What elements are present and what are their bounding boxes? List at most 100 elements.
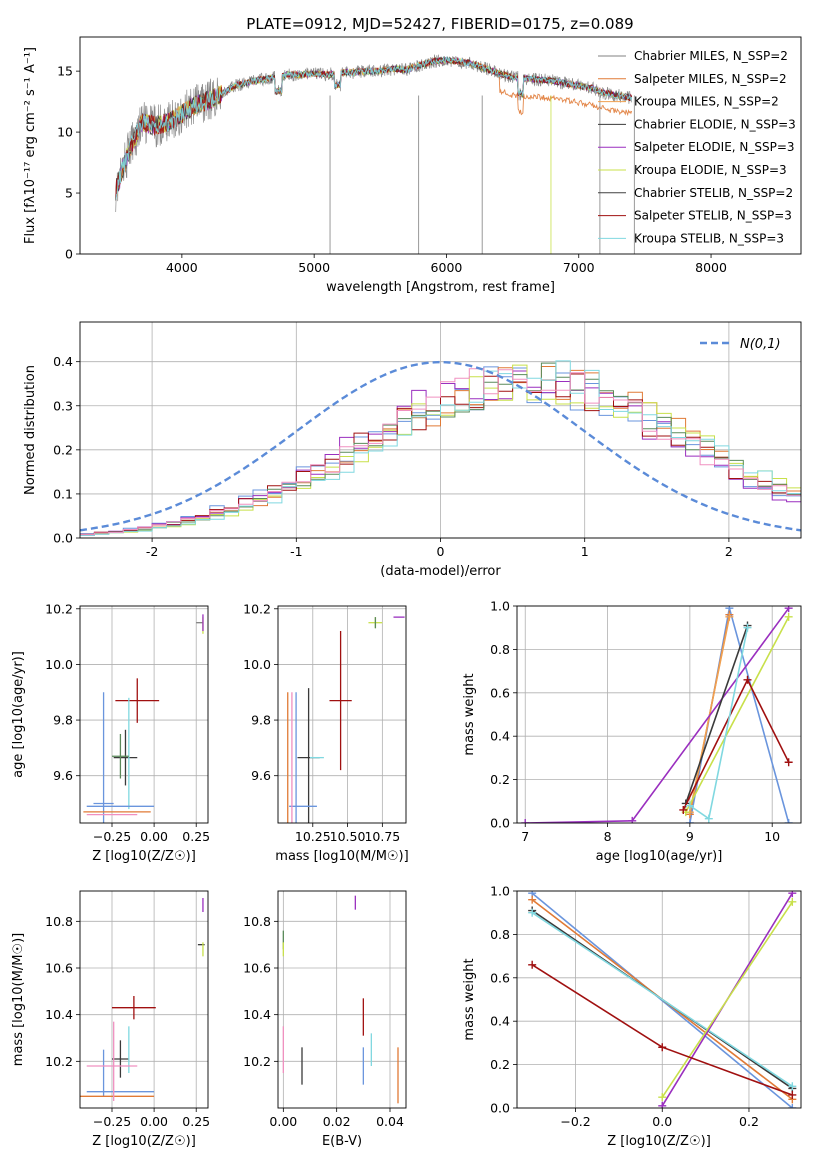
weight-marker [704,814,713,823]
weight-marker [628,816,637,823]
x-tick-label: 6000 [431,260,463,275]
age_vs_mass-points [287,616,405,823]
weight_vs_age-axes: 7 8 9 10 0.0 0.2 0.4 0.6 0.8 1.0 [490,599,801,844]
age_vs_z-frame [79,605,209,824]
weight-marker [685,819,694,823]
mass_vs_ebv-points [282,895,399,1104]
weight-marker [521,819,530,823]
y-tick-label: 0.3 [53,398,73,413]
weight-marker [788,1090,797,1099]
weight_vs_z-frame [516,890,802,1109]
residuals-axes: -2 -1 0 1 2 0.0 0.1 0.2 0.3 0.4 [53,322,801,559]
y-tick-label: 0 [65,247,73,262]
legend-label: Salpeter MILES, N_SSP=2 [634,72,787,86]
legend-label: Chabrier STELIB, N_SSP=2 [634,186,793,200]
legend-label: Kroupa STELIB, N_SSP=3 [634,231,784,245]
spectrum-legend: Chabrier MILES, N_SSP=2 Salpeter MILES, N… [598,49,796,245]
y-tick-label: 10.8 [243,914,271,929]
weight-series-line [531,892,793,1108]
y-tick-label: 9.6 [251,768,271,783]
x-tick-label: 0.04 [376,1114,404,1129]
weight-series-line [685,616,790,813]
weight_vs_age-ylabel: mass weight [462,673,477,755]
y-tick-label: 0.2 [53,442,73,457]
x-tick-label: 7000 [563,260,595,275]
weight_vs_age-frame [516,605,802,824]
x-tick-label: 0.2 [739,1114,759,1129]
weight-marker [658,1093,667,1102]
spectrum-series-line [115,55,633,201]
x-tick-label: 10.75 [364,829,400,844]
legend-label: Salpeter ELODIE, N_SSP=3 [634,140,795,154]
mass_vs_z-xlabel: Z [log10(Z/Z☉)] [92,1134,196,1149]
age_vs_z-xlabel: Z [log10(Z/Z☉)] [92,849,196,864]
x-tick-label: 1 [581,544,589,559]
age_vs_mass-frame [277,605,407,824]
x-tick-label: -2 [146,544,158,559]
mass_vs_ebv-xlabel: E(B-V) [322,1134,362,1149]
weight-marker [788,891,797,898]
mass_vs_ebv-axes: 0.00 0.02 0.04 10.2 10.4 10.6 10.8 [243,891,406,1129]
age_vs_z-axes: −0.25 0.00 0.25 9.6 9.8 10.0 10.2 [45,601,210,844]
weight-marker [788,1104,797,1108]
y-tick-label: 10.8 [45,914,73,929]
weight_vs_age-xlabel: age [log10(age/yr)] [596,849,723,864]
weight-marker [725,612,734,621]
y-tick-label: 10.6 [45,961,73,976]
weight-series-line [531,912,793,1087]
y-tick-label: 10 [57,125,73,140]
weight-marker [784,819,793,823]
residuals-ylabel: Normed distribution [23,365,38,495]
weight-marker [788,1082,797,1091]
y-tick-label: 10.4 [45,1007,73,1022]
x-tick-label: −0.25 [93,1114,131,1129]
residuals-frame [79,321,802,539]
x-tick-label: 0.25 [182,829,210,844]
weight-marker [528,908,537,917]
weight_vs_z-lines [528,891,797,1108]
y-tick-label: 0.8 [490,642,510,657]
mass_vs_ebv-frame [277,890,407,1109]
figure-title: PLATE=0912, MJD=52427, FIBERID=0175, z=0… [246,15,633,33]
residual-histogram [80,360,801,536]
spectrum-ylabel: Flux [fλ10⁻¹⁷ erg cm⁻² s⁻¹ A⁻¹] [23,47,38,244]
x-tick-label: -1 [290,544,302,559]
y-tick-label: 10.0 [45,657,73,672]
x-tick-label: −0.2 [560,1114,590,1129]
x-tick-label: 0.00 [269,1114,297,1129]
y-tick-label: 0.1 [53,486,73,501]
x-tick-label: 10 [764,829,780,844]
y-tick-label: 0.0 [53,531,73,546]
age_vs_z-ylabel: age [log10(age/yr)] [11,651,26,778]
y-tick-label: 0.4 [490,1014,510,1029]
legend-label: Kroupa ELODIE, N_SSP=3 [634,163,787,177]
legend-label: N(0,1) [740,337,781,352]
y-tick-label: 0.4 [53,354,73,369]
x-tick-label: 0.02 [323,1114,351,1129]
mass_vs_z-ylabel: mass [log10(M/M☉)] [11,933,26,1066]
spectrum-xlabel: wavelength [Angstrom, rest frame] [326,280,555,295]
y-tick-label: 10.2 [45,601,73,616]
y-tick-label: 15 [57,64,73,79]
residual-histogram [80,368,801,536]
spectrum-series-line [115,56,633,201]
weight-marker [788,897,797,906]
y-tick-label: 10.2 [243,1054,271,1069]
y-tick-label: 9.6 [53,768,73,783]
x-tick-label: 0.0 [652,1114,672,1129]
age_vs_mass-xlabel: mass [log10(M/M☉)] [275,849,408,864]
gaussian-curve [80,360,801,532]
x-tick-label: 5000 [298,260,330,275]
spectrum-lines [115,54,635,254]
mass_vs_z-points [80,898,205,1101]
y-tick-label: 10.2 [45,1054,73,1069]
y-tick-label: 0.0 [490,1101,510,1116]
x-tick-label: 0 [437,544,445,559]
spectrum-frame [79,36,802,255]
weight-series-line [685,625,749,804]
legend-label: Salpeter STELIB, N_SSP=3 [634,209,792,223]
mass_vs_z-frame [79,890,209,1109]
residual-histograms [80,360,801,536]
